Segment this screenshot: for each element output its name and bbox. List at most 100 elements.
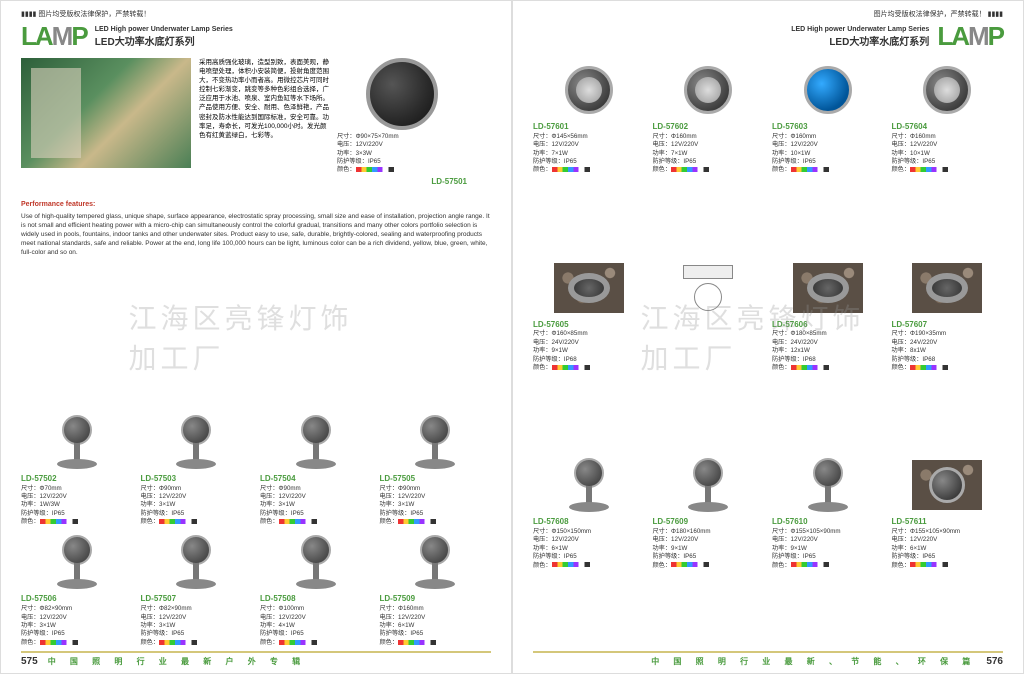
- product-cell: LD-57606 尺寸：Φ180×85mm 电压：24V/220V 功率：12x…: [772, 256, 884, 450]
- product-spec: LD-57609 尺寸：Φ180×160mm 电压：12V/220V 功率：9×…: [653, 517, 765, 570]
- feature-spec: 尺寸：Φ90×75×70mm 电压：12V/220V 功率：3×3W 防护等级：…: [337, 133, 399, 175]
- product-model: LD-57601: [533, 122, 645, 133]
- product-cell: LD-57604 尺寸：Φ160mm 电压：12V/220V 功率：10×1W …: [892, 58, 1004, 252]
- product-model: LD-57509: [380, 594, 492, 605]
- product-model: LD-57505: [380, 474, 492, 485]
- catalog-spread: ▮▮▮▮ 图片均受版权法律保护，严禁转载！ LAMP LED High powe…: [0, 0, 1024, 674]
- product-image: [533, 453, 645, 517]
- product-model: LD-57507: [141, 594, 253, 605]
- product-model: LD-57609: [653, 517, 765, 528]
- page-right: 图片均受版权法律保护，严禁转载！ ▮▮▮▮ LAMP LED High powe…: [512, 0, 1024, 674]
- product-image: [653, 453, 765, 517]
- product-cell: LD-57505 尺寸：Φ90mm 电压：12V/220V 功率：3×1W 防护…: [380, 410, 492, 527]
- product-cell: LD-57607 尺寸：Φ190×35mm 电压：24V/220V 功率：8x1…: [892, 256, 1004, 450]
- feature-product: 尺寸：Φ90×75×70mm 电压：12V/220V 功率：3×3W 防护等级：…: [337, 58, 467, 186]
- hero-image: [21, 58, 191, 168]
- header-cn-r: LED大功率水底灯系列: [791, 33, 929, 48]
- footer-left: 575 中 国 照 明 行 业 最 新 户 外 专 辑: [21, 651, 491, 667]
- page-number-right: 576: [986, 656, 1003, 667]
- page-left: ▮▮▮▮ 图片均受版权法律保护，严禁转载！ LAMP LED High powe…: [0, 0, 512, 674]
- intro-side: 采用高质强化玻璃，造型别致，表面美观，静电喷塑处理，体积小安装简便，投射角度范围…: [199, 58, 329, 186]
- product-model: LD-57603: [772, 122, 884, 133]
- product-spec: LD-57502 尺寸：Φ70mm 电压：12V/220V 功率：1W/3W 防…: [21, 474, 133, 527]
- footer-text-left: 中 国 照 明 行 业 最 新 户 外 专 辑: [48, 656, 306, 667]
- product-image: [21, 410, 133, 474]
- performance-block: Performance features: Use of high-qualit…: [21, 194, 491, 404]
- logo-right: LAMP: [937, 21, 1003, 52]
- product-spec: LD-57604 尺寸：Φ160mm 电压：12V/220V 功率：10×1W …: [892, 122, 1004, 175]
- product-cell: LD-57608 尺寸：Φ150×150mm 电压：12V/220V 功率：6×…: [533, 453, 645, 647]
- header-titles-right: LED High power Underwater Lamp Series LE…: [791, 26, 929, 48]
- product-model: LD-57502: [21, 474, 133, 485]
- product-cell: LD-57610 尺寸：Φ155×105×90mm 电压：12V/220V 功率…: [772, 453, 884, 647]
- footer-text-right: 中 国 照 明 行 业 最 新 、 节 能 、 环 保 篇: [651, 656, 976, 667]
- product-cell: [653, 256, 765, 450]
- product-cell: LD-57502 尺寸：Φ70mm 电压：12V/220V 功率：1W/3W 防…: [21, 410, 133, 527]
- product-model: LD-57602: [653, 122, 765, 133]
- product-image: [653, 256, 765, 320]
- product-cell: LD-57605 尺寸：Φ160×85mm 电压：24V/220V 功率：9×1…: [533, 256, 645, 450]
- product-model: LD-57607: [892, 320, 1004, 331]
- product-cell: LD-57611 尺寸：Φ155×105×90mm 电压：12V/220V 功率…: [892, 453, 1004, 647]
- product-cell: LD-57602 尺寸：Φ160mm 电压：12V/220V 功率：7×1W 防…: [653, 58, 765, 252]
- product-spec: LD-57603 尺寸：Φ160mm 电压：12V/220V 功率：10×1W …: [772, 122, 884, 175]
- product-spec: LD-57508 尺寸：Φ100mm 电压：12V/220V 功率：4×1W 防…: [260, 594, 372, 647]
- product-image: [141, 410, 253, 474]
- product-grid-right: LD-57601 尺寸：Φ145×56mm 电压：12V/220V 功率：7×1…: [533, 58, 1003, 647]
- product-cell: LD-57603 尺寸：Φ160mm 电压：12V/220V 功率：10×1W …: [772, 58, 884, 252]
- product-spec: LD-57610 尺寸：Φ155×105×90mm 电压：12V/220V 功率…: [772, 517, 884, 570]
- product-model: LD-57608: [533, 517, 645, 528]
- product-cell: LD-57601 尺寸：Φ145×56mm 电压：12V/220V 功率：7×1…: [533, 58, 645, 252]
- product-spec: LD-57601 尺寸：Φ145×56mm 电压：12V/220V 功率：7×1…: [533, 122, 645, 175]
- product-cell: LD-57507 尺寸：Φ82×90mm 电压：12V/220V 功率：3×1W…: [141, 530, 253, 647]
- product-image: [892, 58, 1004, 122]
- product-image: [260, 530, 372, 594]
- product-spec: LD-57504 尺寸：Φ90mm 电压：12V/220V 功率：3×1W 防护…: [260, 474, 372, 527]
- product-model: LD-57606: [772, 320, 884, 331]
- product-image: [533, 256, 645, 320]
- product-cell: LD-57503 尺寸：Φ90mm 电压：12V/220V 功率：3×1W 防护…: [141, 410, 253, 527]
- product-image: [772, 453, 884, 517]
- product-spec: LD-57608 尺寸：Φ150×150mm 电压：12V/220V 功率：6×…: [533, 517, 645, 570]
- product-spec: LD-57605 尺寸：Φ160×85mm 电压：24V/220V 功率：9×1…: [533, 320, 645, 373]
- page-number-left: 575: [21, 656, 38, 667]
- product-model: LD-57604: [892, 122, 1004, 133]
- topbar-left: ▮▮▮▮ 图片均受版权法律保护，严禁转载！: [21, 9, 491, 19]
- perf-title: Performance features:: [21, 200, 491, 210]
- product-cell: LD-57506 尺寸：Φ82×90mm 电压：12V/220V 功率：3×1W…: [21, 530, 133, 647]
- logo-left: LAMP: [21, 21, 87, 52]
- product-cell: LD-57504 尺寸：Φ90mm 电压：12V/220V 功率：3×1W 防护…: [260, 410, 372, 527]
- footer-right: 576 中 国 照 明 行 业 最 新 、 节 能 、 环 保 篇: [533, 651, 1003, 667]
- product-image: [653, 58, 765, 122]
- header-en: LED High power Underwater Lamp Series: [95, 26, 233, 33]
- product-spec: LD-57611 尺寸：Φ155×105×90mm 电压：12V/220V 功率…: [892, 517, 1004, 570]
- product-model: LD-57605: [533, 320, 645, 331]
- product-spec: LD-57503 尺寸：Φ90mm 电压：12V/220V 功率：3×1W 防护…: [141, 474, 253, 527]
- topbar-right: 图片均受版权法律保护，严禁转载！ ▮▮▮▮: [533, 9, 1003, 19]
- intro-en: Use of high-quality tempered glass, uniq…: [21, 212, 491, 257]
- header-en-r: LED High power Underwater Lamp Series: [791, 26, 929, 33]
- product-image: [892, 453, 1004, 517]
- product-spec: LD-57606 尺寸：Φ180×85mm 电压：24V/220V 功率：12x…: [772, 320, 884, 373]
- product-image: [141, 530, 253, 594]
- product-spec: LD-57509 尺寸：Φ160mm 电压：12V/220V 功率：6×1W 防…: [380, 594, 492, 647]
- product-image: [772, 256, 884, 320]
- feature-product-image: [366, 58, 438, 130]
- product-spec: LD-57507 尺寸：Φ82×90mm 电压：12V/220V 功率：3×1W…: [141, 594, 253, 647]
- header-right: LAMP LED High power Underwater Lamp Seri…: [533, 21, 1003, 52]
- product-image: [260, 410, 372, 474]
- product-model: LD-57504: [260, 474, 372, 485]
- product-model: LD-57508: [260, 594, 372, 605]
- intro-cn: 采用高质强化玻璃，造型别致，表面美观，静电喷塑处理，体积小安装简便，投射角度范围…: [199, 58, 329, 140]
- product-cell: LD-57609 尺寸：Φ180×160mm 电压：12V/220V 功率：9×…: [653, 453, 765, 647]
- product-model: LD-57611: [892, 517, 1004, 528]
- product-image: [380, 530, 492, 594]
- product-spec: LD-57602 尺寸：Φ160mm 电压：12V/220V 功率：7×1W 防…: [653, 122, 765, 175]
- product-image: [892, 256, 1004, 320]
- product-grid-left: LD-57502 尺寸：Φ70mm 电压：12V/220V 功率：1W/3W 防…: [21, 410, 491, 647]
- header-titles-left: LED High power Underwater Lamp Series LE…: [95, 26, 233, 48]
- product-model: LD-57610: [772, 517, 884, 528]
- product-model: LD-57506: [21, 594, 133, 605]
- product-image: [533, 58, 645, 122]
- product-image: [772, 58, 884, 122]
